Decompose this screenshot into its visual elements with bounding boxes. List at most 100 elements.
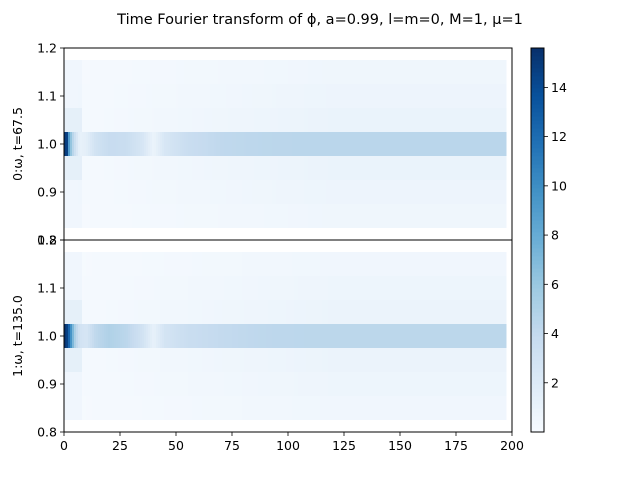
heatmap-cell	[424, 276, 427, 300]
heatmap-cell	[466, 132, 469, 156]
heatmap-row	[64, 180, 507, 204]
heatmap-cell	[336, 156, 339, 180]
heatmap-cell	[440, 348, 443, 372]
heatmap-cell	[362, 156, 365, 180]
heatmap-cell	[234, 300, 237, 324]
heatmap-cell	[338, 396, 341, 420]
heatmap-cell	[176, 372, 179, 396]
heatmap-cell	[246, 300, 249, 324]
heatmap-cell	[408, 180, 411, 204]
heatmap-cell	[152, 84, 155, 108]
heatmap-cell	[484, 108, 487, 132]
colorbar-segment	[531, 388, 544, 393]
heatmap-cell	[348, 300, 351, 324]
heatmap-cell	[68, 108, 71, 132]
heatmap-cell	[68, 156, 71, 180]
heatmap-cell	[376, 156, 379, 180]
heatmap-cell	[490, 180, 493, 204]
heatmap-cell	[326, 276, 329, 300]
heatmap-cell	[166, 60, 169, 84]
heatmap-cell	[306, 300, 309, 324]
heatmap-cell	[502, 204, 505, 228]
heatmap-cell	[102, 108, 105, 132]
heatmap-cell	[356, 156, 359, 180]
heatmap-cell	[224, 204, 227, 228]
heatmap-cell	[136, 204, 139, 228]
heatmap-cell	[370, 252, 373, 276]
heatmap-cell	[412, 252, 415, 276]
heatmap-cell	[444, 372, 447, 396]
heatmap-cell	[384, 156, 387, 180]
heatmap-cell	[474, 108, 477, 132]
heatmap-cell	[280, 372, 283, 396]
heatmap-cell	[358, 348, 361, 372]
heatmap-cell	[414, 60, 417, 84]
heatmap-cell	[492, 396, 495, 420]
heatmap-cell	[142, 180, 145, 204]
heatmap-cell	[122, 252, 125, 276]
heatmap-cell	[460, 276, 463, 300]
heatmap-cell	[244, 108, 247, 132]
heatmap-cell	[278, 348, 281, 372]
x-tick-label: 100	[276, 438, 300, 453]
heatmap-cell	[346, 348, 349, 372]
heatmap-cell	[230, 276, 233, 300]
heatmap-cell	[180, 132, 183, 156]
heatmap-cell	[120, 156, 123, 180]
heatmap-cell	[210, 180, 213, 204]
heatmap-cell	[322, 324, 325, 348]
heatmap-cell	[170, 84, 173, 108]
heatmap-cell	[402, 156, 405, 180]
heatmap-cell	[98, 372, 101, 396]
heatmap-cell	[502, 396, 505, 420]
heatmap-cell	[208, 180, 211, 204]
heatmap-cell	[240, 204, 243, 228]
heatmap-cell	[500, 108, 503, 132]
heatmap-cell	[382, 204, 385, 228]
heatmap-cell	[442, 60, 445, 84]
heatmap-cell	[412, 300, 415, 324]
heatmap-cell	[202, 108, 205, 132]
heatmap-cell	[272, 204, 275, 228]
heatmap-cell	[330, 180, 333, 204]
heatmap-cell	[482, 276, 485, 300]
colorbar-segment	[531, 96, 544, 101]
heatmap-cell	[406, 348, 409, 372]
heatmap-cell	[348, 132, 351, 156]
heatmap-cell	[268, 84, 271, 108]
heatmap-cell	[234, 348, 237, 372]
heatmap-cell	[174, 60, 177, 84]
heatmap-cell	[434, 60, 437, 84]
heatmap-cell	[224, 108, 227, 132]
heatmap-cell	[208, 60, 211, 84]
heatmap-cell	[458, 156, 461, 180]
heatmap-cell	[304, 108, 307, 132]
heatmap-cell	[142, 60, 145, 84]
heatmap-cell	[242, 132, 245, 156]
heatmap-cell	[290, 396, 293, 420]
heatmap-cell	[250, 108, 253, 132]
heatmap-cell	[312, 84, 315, 108]
colorbar-segment	[531, 88, 544, 93]
y-axis-label-0: 0:ω, t=67.5	[10, 107, 25, 181]
heatmap-cell	[468, 396, 471, 420]
heatmap-cell	[282, 180, 285, 204]
heatmap-cell	[246, 252, 249, 276]
heatmap-cell	[296, 156, 299, 180]
heatmap-cell	[214, 204, 217, 228]
heatmap-cell	[270, 132, 273, 156]
heatmap-cell	[434, 180, 437, 204]
heatmap-cell	[102, 180, 105, 204]
heatmap-cell	[218, 108, 221, 132]
heatmap-cell	[410, 348, 413, 372]
heatmap-cell	[420, 252, 423, 276]
heatmap-cell	[436, 156, 439, 180]
heatmap-cell	[270, 60, 273, 84]
heatmap-cell	[502, 180, 505, 204]
heatmap-cell	[66, 60, 69, 84]
heatmap-cell	[314, 132, 317, 156]
heatmap-cell	[66, 276, 69, 300]
heatmap-cell	[130, 60, 133, 84]
heatmap-cell	[328, 180, 331, 204]
heatmap-cell	[318, 276, 321, 300]
